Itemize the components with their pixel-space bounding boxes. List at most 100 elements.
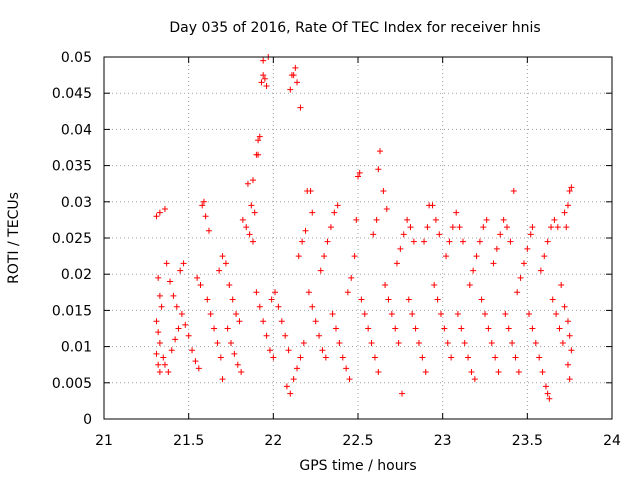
data-point xyxy=(507,238,514,245)
x-tick-label: 24 xyxy=(603,433,621,449)
data-point xyxy=(287,86,294,93)
data-point xyxy=(243,224,250,231)
chart-title: Day 035 of 2016, Rate Of TEC Index for r… xyxy=(169,20,540,36)
data-point xyxy=(339,354,346,361)
data-point xyxy=(353,216,360,223)
data-point xyxy=(233,311,240,318)
data-point xyxy=(355,173,361,180)
data-point xyxy=(564,318,571,325)
data-point xyxy=(514,289,521,296)
data-point xyxy=(155,274,162,281)
data-point xyxy=(270,354,277,361)
data-point xyxy=(495,368,502,375)
data-point xyxy=(492,354,499,361)
data-point xyxy=(431,282,438,289)
data-point xyxy=(444,339,451,346)
data-point xyxy=(343,365,350,372)
data-point xyxy=(564,202,571,209)
data-point xyxy=(482,311,488,318)
data-point xyxy=(536,354,543,361)
data-point xyxy=(548,224,555,231)
data-point xyxy=(371,354,378,361)
data-point xyxy=(476,238,483,245)
data-point xyxy=(395,339,402,346)
data-point xyxy=(255,137,262,144)
data-point xyxy=(493,245,500,252)
data-point xyxy=(524,245,531,252)
y-tick-label: 0.03 xyxy=(61,195,92,211)
data-point xyxy=(236,318,243,325)
data-point xyxy=(297,104,304,111)
data-point xyxy=(553,311,560,318)
y-tick-label: 0.015 xyxy=(52,303,92,319)
data-point xyxy=(537,267,544,274)
data-point xyxy=(497,231,504,238)
y-tick-label: 0.02 xyxy=(61,267,92,283)
data-point xyxy=(373,216,380,223)
plot-frame xyxy=(103,56,613,420)
data-point xyxy=(272,289,279,296)
data-point xyxy=(566,332,573,339)
data-point xyxy=(515,368,522,375)
data-point xyxy=(410,238,417,245)
x-tick-label: 22.5 xyxy=(342,433,373,449)
data-point xyxy=(177,267,184,274)
data-point xyxy=(502,311,509,318)
data-point xyxy=(155,329,162,336)
data-point xyxy=(480,224,487,231)
data-point xyxy=(549,296,556,303)
data-point xyxy=(546,395,553,402)
data-point xyxy=(263,332,270,339)
data-point xyxy=(556,325,563,332)
data-point xyxy=(542,383,549,390)
data-point xyxy=(163,260,170,267)
data-point xyxy=(238,368,245,375)
data-point xyxy=(170,292,177,299)
data-point xyxy=(234,361,241,368)
data-point xyxy=(160,354,167,361)
data-point xyxy=(229,296,236,303)
data-point xyxy=(392,325,399,332)
data-point xyxy=(346,376,353,383)
x-tick-label: 21 xyxy=(95,433,113,449)
data-point xyxy=(322,354,329,361)
data-point xyxy=(344,289,351,296)
data-point xyxy=(153,350,160,357)
data-point xyxy=(307,187,314,194)
x-tick-label: 22 xyxy=(264,433,282,449)
data-point xyxy=(185,332,192,339)
data-point xyxy=(189,347,196,354)
x-axis-title: GPS time / hours xyxy=(299,458,416,474)
data-point xyxy=(278,318,285,325)
data-point xyxy=(332,325,339,332)
data-point xyxy=(260,57,267,64)
data-point xyxy=(558,282,565,289)
data-point xyxy=(510,187,517,194)
y-tick-label: 0.025 xyxy=(52,231,92,247)
y-tick-label: 0.005 xyxy=(52,376,92,392)
data-point xyxy=(554,224,561,231)
data-point xyxy=(539,368,546,375)
data-point xyxy=(253,289,260,296)
data-point xyxy=(250,238,257,245)
data-point xyxy=(275,303,282,310)
data-point xyxy=(520,260,527,267)
data-point xyxy=(285,347,292,354)
data-point xyxy=(317,267,324,274)
data-point xyxy=(165,368,172,375)
data-point xyxy=(473,253,480,260)
data-point xyxy=(436,231,443,238)
data-point xyxy=(334,202,341,209)
x-tick-label: 21.5 xyxy=(173,433,204,449)
data-point xyxy=(182,321,189,328)
data-point xyxy=(458,325,465,332)
y-axis-title: ROTI / TECUs xyxy=(6,192,22,284)
data-point xyxy=(192,358,199,365)
data-point xyxy=(153,213,160,220)
data-point xyxy=(199,202,206,209)
data-point xyxy=(488,339,495,346)
data-point xyxy=(421,238,428,245)
data-point xyxy=(219,376,226,383)
data-point xyxy=(370,231,377,238)
data-point xyxy=(155,361,162,368)
